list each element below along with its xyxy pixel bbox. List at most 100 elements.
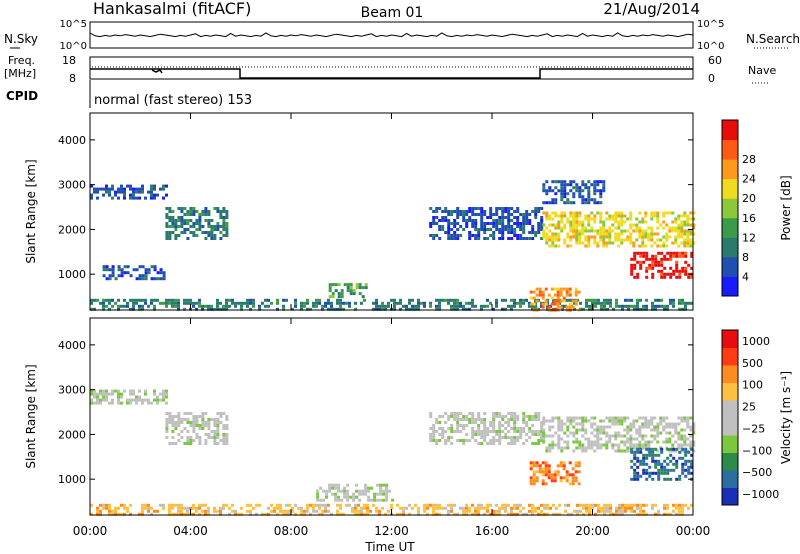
- scatter-cell: [376, 483, 380, 487]
- scatter-cell: [689, 425, 693, 429]
- scatter-cell: [207, 231, 211, 234]
- scatter-cell: [578, 214, 582, 218]
- scatter-cell: [543, 503, 546, 507]
- scatter-cell: [666, 272, 670, 276]
- scatter-cell: [366, 512, 369, 516]
- scatter-cell: [519, 213, 523, 216]
- scatter-cell: [117, 304, 120, 308]
- scatter-cell: [231, 509, 234, 513]
- scatter-cell: [111, 392, 114, 396]
- scatter-cell: [624, 298, 627, 302]
- scatter-cell: [674, 449, 678, 453]
- scatter-cell: [150, 196, 153, 200]
- scatter-cell: [684, 462, 688, 466]
- scatter-cell: [153, 509, 156, 513]
- colorbar-tick-label: 100: [742, 379, 763, 392]
- scatter-cell: [621, 304, 624, 308]
- scatter-cell: [593, 434, 597, 438]
- scatter-cell: [575, 428, 579, 432]
- scatter-cell: [438, 237, 442, 240]
- scatter-cell: [548, 443, 552, 447]
- scatter-cell: [537, 512, 540, 516]
- scatter-cell: [620, 232, 624, 236]
- scatter-cell: [162, 301, 165, 305]
- scatter-cell: [111, 389, 114, 393]
- scatter-cell: [575, 422, 579, 426]
- scatter-cell: [594, 301, 597, 305]
- scatter-cell: [432, 216, 436, 219]
- scatter-cell: [459, 424, 463, 427]
- scatter-cell: [468, 307, 471, 311]
- scatter-cell: [363, 506, 366, 510]
- scatter-cell: [615, 301, 618, 305]
- scatter-cell: [108, 506, 111, 510]
- scatter-cell: [590, 431, 594, 435]
- scatter-cell: [554, 214, 558, 218]
- scatter-cell: [180, 231, 184, 234]
- scatter-cell: [312, 506, 315, 510]
- scatter-cell: [551, 238, 555, 242]
- scatter-cell: [596, 232, 600, 236]
- scatter-cell: [582, 512, 585, 516]
- scatter-cell: [222, 439, 226, 442]
- scatter-cell: [99, 509, 102, 513]
- scatter-cell: [138, 395, 141, 399]
- scatter-cell: [354, 509, 357, 513]
- scatter-cell: [453, 231, 457, 234]
- scatter-cell: [93, 395, 96, 399]
- scatter-cell: [102, 274, 106, 278]
- scatter-cell: [447, 415, 451, 418]
- scatter-cell: [560, 183, 564, 187]
- scatter-cell: [633, 450, 637, 454]
- scatter-cell: [638, 235, 642, 239]
- scatter-cell: [542, 431, 546, 435]
- scatter-cell: [581, 425, 585, 429]
- scatter-cell: [177, 424, 181, 427]
- scatter-cell: [432, 433, 436, 436]
- scatter-cell: [213, 237, 217, 240]
- scatter-cell: [686, 229, 690, 233]
- scatter-cell: [547, 476, 551, 480]
- scatter-cell: [645, 275, 649, 279]
- scatter-cell: [471, 427, 475, 430]
- scatter-cell: [168, 412, 172, 415]
- scatter-cell: [666, 251, 670, 255]
- scatter-cell: [435, 234, 439, 237]
- scatter-cell: [126, 301, 129, 305]
- scatter-cell: [656, 226, 660, 230]
- scatter-cell: [575, 226, 579, 230]
- scatter-cell: [456, 222, 460, 225]
- scatter-cell: [402, 506, 405, 510]
- scatter-cell: [562, 467, 566, 471]
- scatter-cell: [312, 304, 315, 308]
- scatter-cell: [528, 430, 532, 433]
- scatter-cell: [529, 479, 533, 483]
- scatter-cell: [672, 272, 676, 276]
- scatter-cell: [96, 398, 99, 402]
- scatter-cell: [672, 468, 676, 472]
- scatter-cell: [376, 492, 380, 496]
- scatter-cell: [348, 304, 351, 308]
- scatter-cell: [213, 307, 216, 311]
- scatter-cell: [599, 195, 603, 199]
- scatter-cell: [683, 241, 687, 245]
- scatter-cell: [492, 424, 496, 427]
- nsky-tick-high: 10^5: [60, 19, 87, 30]
- scatter-cell: [171, 424, 175, 427]
- scatter-cell: [327, 298, 330, 302]
- scatter-cell: [375, 298, 378, 302]
- scatter-cell: [492, 234, 496, 237]
- scatter-cell: [617, 235, 621, 239]
- scatter-cell: [219, 509, 222, 513]
- scatter-cell: [399, 307, 402, 311]
- scatter-cell: [321, 509, 324, 513]
- scatter-cell: [609, 298, 612, 302]
- scatter-cell: [529, 302, 533, 306]
- scatter-cell: [144, 389, 147, 393]
- scatter-cell: [575, 229, 579, 233]
- scatter-cell: [309, 512, 312, 516]
- scatter-cell: [639, 503, 642, 507]
- scatter-cell: [597, 298, 600, 302]
- scatter-cell: [90, 398, 93, 402]
- scatter-cell: [285, 512, 288, 516]
